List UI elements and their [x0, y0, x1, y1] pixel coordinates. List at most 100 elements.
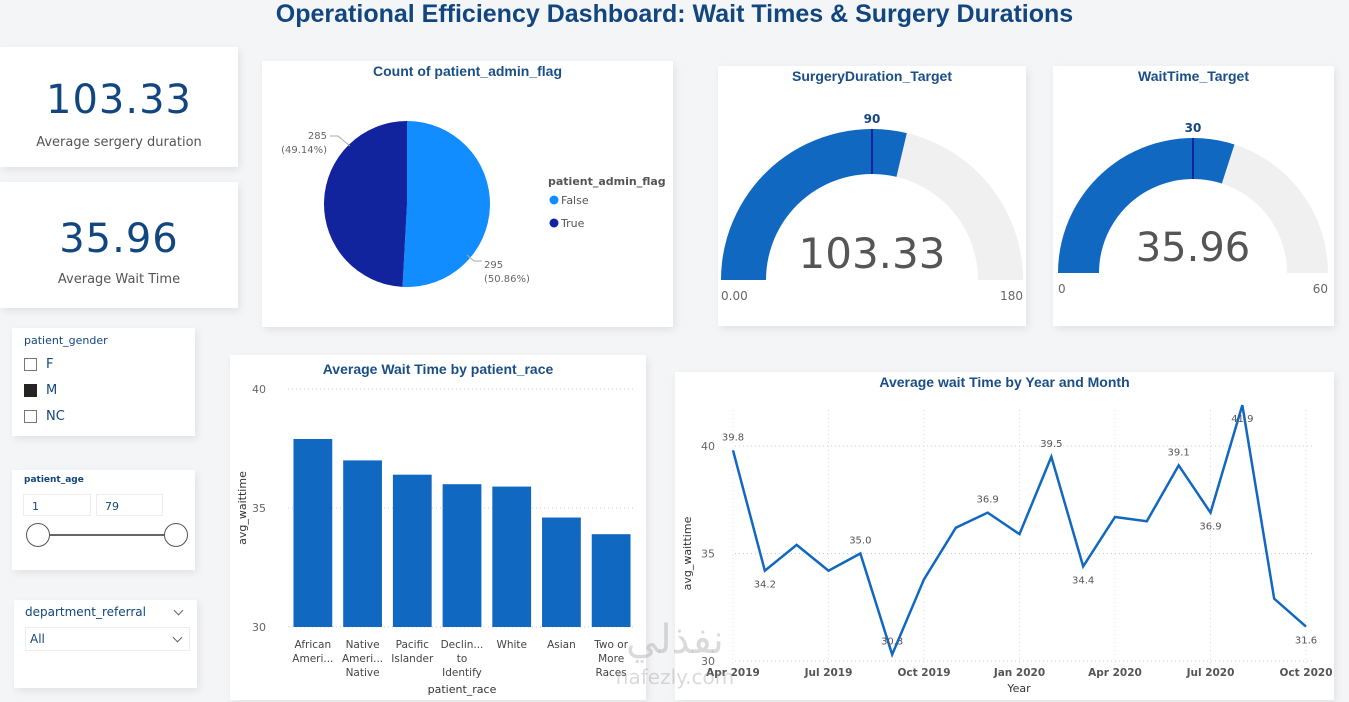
age-max-input[interactable]: 79 [96, 494, 163, 516]
age-slicer: patient_age 1 79 [12, 470, 195, 570]
gauge-value-arc [721, 128, 907, 280]
y-axis-label: avg_waittime [681, 516, 694, 590]
x-tick-label: Oct 2019 [897, 667, 950, 679]
gauge-title: WaitTime_Target [1138, 68, 1249, 84]
line-point[interactable] [889, 652, 895, 658]
line-chart: 30 35 40 Apr 2019 Jul 2019 Oct 2019 Jan 2020 Ap… [681, 402, 1333, 695]
x-tick-label: Jul 2020 [1186, 667, 1235, 679]
x-tick-label: More [598, 653, 624, 665]
legend-label-false[interactable]: False [561, 194, 589, 207]
data-label: 39.8 [722, 432, 744, 443]
bar[interactable] [392, 474, 432, 627]
gender-option-f[interactable]: F [24, 355, 53, 373]
gauge-target-label: 30 [1185, 121, 1202, 135]
legend-marker-true [549, 218, 559, 228]
gender-option-m[interactable]: M [24, 381, 57, 399]
slicer-title: patient_gender [24, 334, 108, 347]
checkbox[interactable] [24, 357, 37, 371]
x-tick-label: Oct 2020 [1279, 667, 1332, 679]
line-series[interactable] [731, 404, 1307, 659]
line-point[interactable] [826, 568, 832, 574]
pie-slice-false[interactable] [402, 121, 490, 287]
line-point[interactable] [1144, 518, 1150, 524]
bar[interactable] [542, 517, 581, 627]
kpi-label: Average sergery duration [36, 135, 202, 150]
x-tick-label: Identify [442, 667, 482, 679]
age-slider-min-handle[interactable] [26, 523, 50, 547]
gauge-card-wait-time: WaitTime_Target 30 35.96 0 60 [1053, 66, 1334, 326]
pie-slice-true[interactable] [323, 121, 407, 287]
kpi-card-wait-time: 35.96 Average Wait Time [0, 182, 238, 308]
pie-chart-card: Count of patient_admin_flag 285 (49.14%)… [262, 61, 673, 327]
line-point[interactable] [1112, 514, 1118, 520]
legend-label-true[interactable]: True [560, 217, 585, 230]
line-point[interactable] [1176, 462, 1182, 468]
gender-option-nc[interactable]: NC [24, 407, 65, 425]
line-point[interactable] [985, 510, 991, 516]
line-point[interactable] [1303, 624, 1309, 630]
bar[interactable] [442, 484, 482, 627]
y-tick-label: 30 [252, 621, 266, 634]
bar[interactable] [492, 486, 532, 627]
legend-marker-false [549, 195, 559, 205]
y-axis-label: avg_waittime [236, 471, 249, 545]
x-tick-label: Jan 2020 [993, 667, 1045, 679]
line-point[interactable] [794, 542, 800, 548]
line-point[interactable] [1017, 531, 1023, 537]
line-point[interactable] [953, 525, 959, 531]
line-point[interactable] [1048, 454, 1054, 460]
bar[interactable] [591, 534, 631, 627]
gauge-max-label: 60 [1313, 282, 1328, 296]
x-tick-label: Native [346, 667, 380, 679]
department-slicer: department_referral All [14, 600, 197, 688]
line-point[interactable] [762, 568, 768, 574]
y-tick-label: 35 [701, 548, 715, 561]
line-point[interactable] [857, 551, 863, 557]
gauge-max-label: 180 [1000, 289, 1023, 303]
pie-chart-title: Count of patient_admin_flag [373, 63, 562, 79]
pie-label-true-percent: (49.14%) [281, 145, 327, 156]
age-slider-max-handle[interactable] [164, 523, 188, 547]
age-slider-track[interactable] [38, 534, 178, 536]
gauge-min-label: 0 [1058, 282, 1066, 296]
x-tick-label: Apr 2019 [706, 667, 760, 679]
line-point[interactable] [730, 447, 736, 453]
kpi-card-surgery-duration: 103.33 Average sergery duration [0, 47, 238, 167]
line-point[interactable] [1271, 596, 1277, 602]
data-label: 34.4 [1072, 575, 1094, 586]
x-tick-label: African [295, 639, 332, 651]
gauge-chart-surgery: 90 103.33 0.00 180 [721, 112, 1023, 303]
department-dropdown[interactable]: All [25, 627, 190, 651]
gender-slicer: patient_gender F M NC [12, 328, 195, 436]
gauge-target-label: 90 [864, 112, 881, 126]
gauge-title: SurgeryDuration_Target [792, 68, 952, 84]
x-tick-label: Two or [593, 639, 628, 651]
line-point[interactable] [921, 576, 927, 582]
checkbox[interactable] [24, 383, 37, 397]
checkbox[interactable] [24, 409, 37, 423]
bar[interactable] [293, 438, 333, 627]
x-tick-label: to [457, 653, 468, 665]
pie-leader-line-false [466, 254, 482, 262]
dashboard-title: Operational Efficiency Dashboard: Wait T… [275, 0, 1074, 28]
age-min-input[interactable]: 1 [23, 494, 91, 516]
data-label: 30.3 [881, 637, 903, 648]
x-tick-label: Declin... [441, 639, 484, 651]
chevron-down-icon[interactable] [173, 605, 184, 616]
kpi-value: 103.33 [46, 77, 192, 123]
x-tick-label: Ameri... [292, 653, 333, 665]
gauge-value-label: 103.33 [799, 229, 946, 278]
line-point[interactable] [1239, 402, 1245, 408]
line-point[interactable] [1208, 510, 1214, 516]
y-tick-label: 30 [701, 655, 715, 668]
bar[interactable] [343, 460, 382, 627]
slicer-title: patient_age [24, 475, 84, 485]
y-tick-label: 40 [252, 383, 266, 396]
line-point[interactable] [1080, 563, 1086, 569]
x-axis-label: patient_race [428, 683, 497, 696]
pie-legend-title: patient_admin_flag [548, 175, 666, 188]
data-label: 36.9 [977, 495, 999, 506]
option-label: NC [46, 408, 65, 424]
pie-label-true-value: 285 [308, 131, 327, 142]
x-tick-label: Races [596, 667, 627, 679]
